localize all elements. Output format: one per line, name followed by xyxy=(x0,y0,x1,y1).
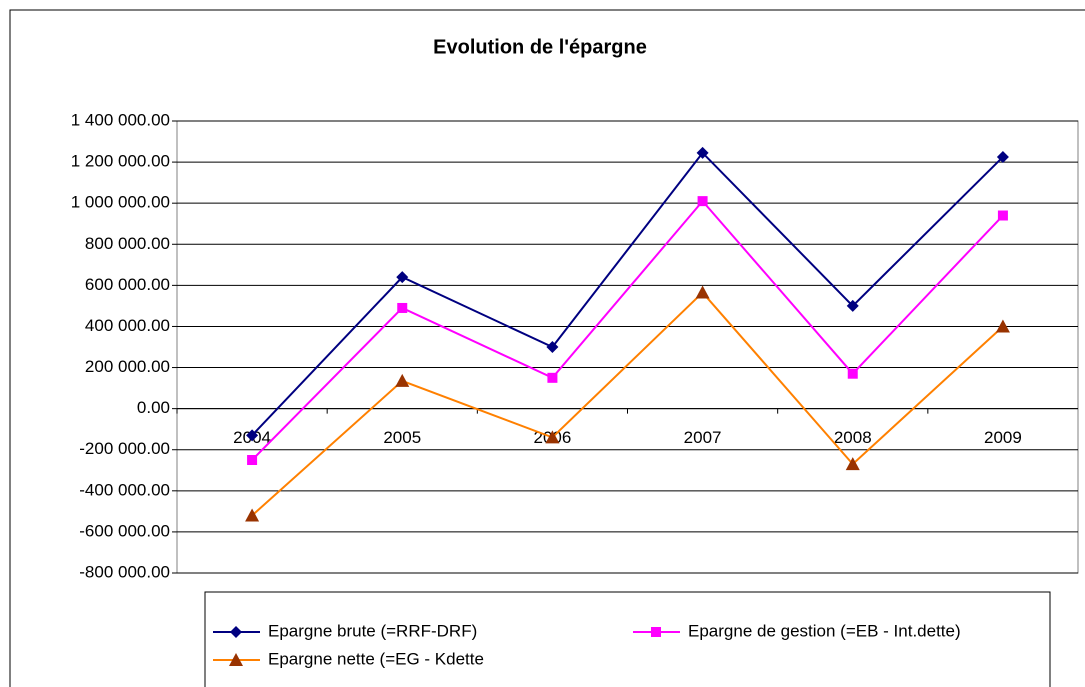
data-point xyxy=(997,210,1008,221)
data-point xyxy=(395,373,410,387)
x-tick-label: 2005 xyxy=(383,428,421,447)
data-point xyxy=(246,429,259,442)
legend-label: Epargne brute (=RRF-DRF) xyxy=(268,621,477,640)
legend-label: Epargne de gestion (=EB - Int.dette) xyxy=(688,621,961,640)
data-point xyxy=(545,430,560,444)
series-line xyxy=(251,291,1004,517)
data-point xyxy=(846,299,859,312)
data-point xyxy=(996,150,1009,163)
legend-marker xyxy=(651,627,661,637)
y-tick-label: 1 200 000.00 xyxy=(71,152,170,171)
y-tick-label: 600 000.00 xyxy=(85,275,170,294)
legend-marker xyxy=(229,653,243,666)
chart-title: Evolution de l'épargne xyxy=(433,36,647,58)
legend xyxy=(204,591,1051,687)
chart-frame xyxy=(9,9,1085,687)
y-tick-label: 400 000.00 xyxy=(85,316,170,335)
x-tick-label: 2007 xyxy=(684,428,722,447)
y-tick-label: -400 000.00 xyxy=(79,480,170,499)
data-point xyxy=(847,368,858,379)
data-point xyxy=(845,457,860,471)
data-point xyxy=(995,319,1010,333)
legend-label: Epargne nette (=EG - Kdette xyxy=(268,649,484,668)
data-point xyxy=(695,285,710,299)
y-tick-label: 1 400 000.00 xyxy=(71,110,170,129)
x-tick-label: 2009 xyxy=(984,428,1022,447)
data-point xyxy=(546,341,559,353)
y-tick-label: 200 000.00 xyxy=(85,357,170,376)
y-tick-label: -600 000.00 xyxy=(79,521,170,540)
data-point xyxy=(696,146,709,159)
data-point xyxy=(547,372,558,383)
legend-marker xyxy=(230,626,242,638)
data-point xyxy=(697,196,708,207)
series-line xyxy=(251,151,1004,437)
y-tick-label: 800 000.00 xyxy=(85,234,170,253)
y-tick-label: -200 000.00 xyxy=(79,439,170,458)
series-line xyxy=(251,199,1004,461)
y-tick-label: 0.00 xyxy=(137,398,170,417)
data-point xyxy=(397,302,408,313)
x-tick-label: 2008 xyxy=(834,428,872,447)
data-point xyxy=(245,508,260,522)
y-tick-label: -800 000.00 xyxy=(79,562,170,581)
data-point xyxy=(247,455,258,465)
y-tick-label: 1 000 000.00 xyxy=(71,193,170,212)
data-point xyxy=(396,271,409,284)
